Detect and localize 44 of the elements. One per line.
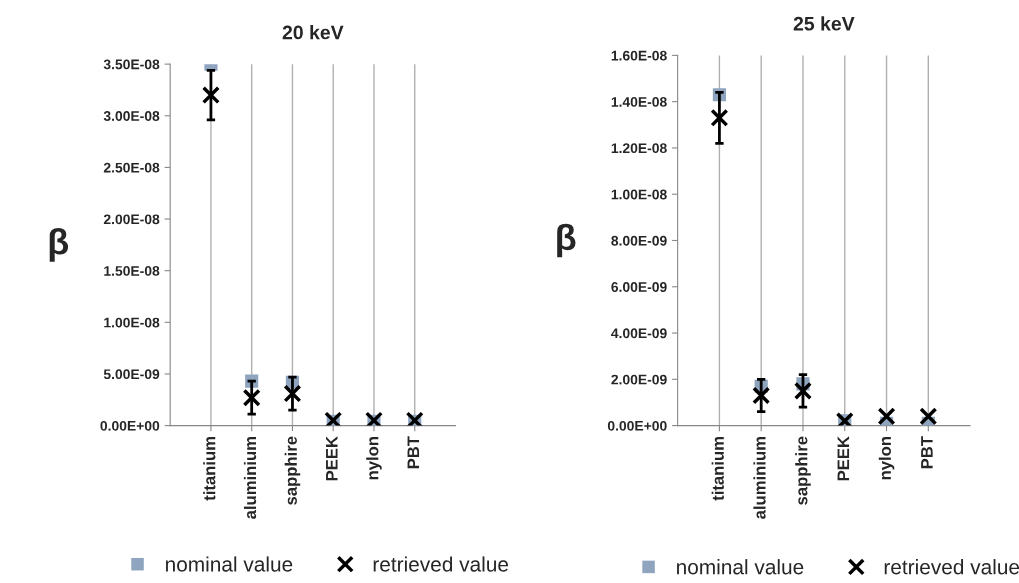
x-tick-label: aluminium (243, 437, 257, 519)
x-tick-label: nylon (366, 437, 382, 480)
y-tick-label: 2.00E-09 (611, 374, 667, 385)
y-tick-label: 1.20E-08 (611, 143, 667, 154)
y-tick-label: 0.00E+00 (607, 420, 667, 431)
y-tick-label: 6.00E-09 (611, 282, 667, 292)
y-tick-label: 1.00E-08 (104, 317, 160, 328)
point (793, 381, 812, 400)
y-tick-label: 1.60E-08 (611, 50, 667, 61)
point (710, 108, 729, 127)
x-tick-label: PBT (921, 436, 933, 469)
legend-label: nominal value (677, 559, 804, 575)
point (752, 386, 771, 405)
chart-title: 20 keV (282, 25, 344, 40)
x-tick-label: titanium (711, 437, 724, 501)
y-tick-label: 2.00E-08 (103, 214, 160, 225)
y-tick-label: 2.50E-08 (103, 162, 160, 173)
legend-label: retrieved value (884, 559, 1019, 575)
y-tick-label: 0.00E+00 (100, 420, 160, 431)
y-tick-label: 1.40E-08 (611, 96, 667, 107)
legend-label: nominal value (166, 556, 293, 572)
chart-title: 25 keV (793, 16, 855, 31)
x-tick-label: nylon (878, 437, 895, 480)
x-tick-label: PBT (407, 436, 420, 469)
legend-label: retrieved value (373, 556, 509, 572)
x-tick-label: PEEK (837, 436, 850, 481)
y-tick-label: 5.00E-09 (103, 369, 160, 380)
y-axis-title: β (557, 223, 576, 258)
point (919, 407, 938, 426)
y-tick-label: 1.50E-08 (104, 266, 160, 276)
x-tick-label: sapphire (795, 436, 811, 505)
x-tick-label: titanium (203, 437, 216, 501)
point (877, 407, 896, 426)
point (242, 388, 261, 407)
x-tick-label: PEEK (326, 436, 338, 481)
point (283, 384, 302, 403)
y-axis-title: β (49, 228, 69, 262)
x-tick-label: sapphire (284, 436, 301, 505)
x-tick-label: aluminium (753, 437, 766, 519)
y-tick-label: 3.00E-08 (103, 111, 160, 121)
y-tick-label: 4.00E-09 (611, 328, 667, 339)
y-tick-label: 3.50E-08 (103, 59, 160, 70)
y-tick-label: 8.00E-09 (611, 235, 667, 246)
y-tick-label: 1.00E-08 (611, 189, 667, 200)
